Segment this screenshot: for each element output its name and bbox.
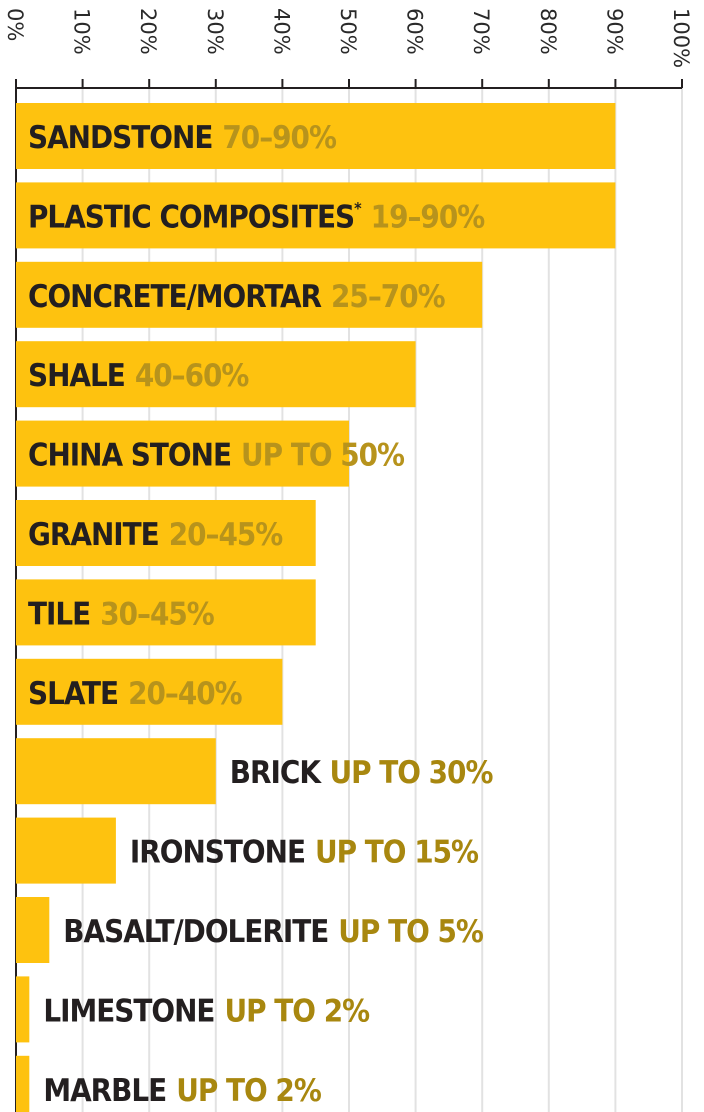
bar-range: UP TO 5%: [338, 914, 484, 950]
tick-label: 40%: [269, 8, 293, 55]
bar-range: 20–40%: [128, 676, 243, 712]
bar-name: BRICK: [230, 755, 323, 791]
gridlines: [81, 88, 683, 1112]
bar-range: UP TO 15%: [315, 835, 479, 871]
bar-name: CHINA STONE: [28, 438, 231, 474]
tick-label: 60%: [403, 8, 427, 55]
bar-label: IRONSTONE UP TO 15%: [130, 835, 479, 871]
tick-label: 10%: [70, 8, 94, 55]
bar-label: BASALT/DOLERITE UP TO 5%: [63, 914, 484, 950]
bar-range: UP TO 50%: [241, 438, 405, 474]
x-axis: 0% 10% 20% 30% 40% 50% 60% 70% 80% 90% 100%: [3, 8, 693, 1112]
bar: [16, 1055, 30, 1112]
bar: [16, 817, 116, 884]
tick-label: 70%: [469, 8, 493, 55]
tick-label: 0%: [3, 8, 27, 41]
bar: [16, 341, 416, 408]
bar-range: 70–90%: [222, 120, 337, 156]
bar: [16, 976, 30, 1043]
bar-label: SHALE 40–60%: [28, 358, 249, 394]
bar-name: PLASTIC COMPOSITES: [28, 199, 354, 235]
tick-label: 30%: [203, 8, 227, 55]
bar: [16, 897, 50, 963]
bar-name: BASALT/DOLERITE: [63, 914, 328, 950]
bar: [16, 103, 616, 169]
bar-name: SHALE: [28, 358, 125, 394]
bar: [16, 579, 316, 646]
bar-range: 40–60%: [135, 358, 250, 394]
bar-name: GRANITE: [28, 517, 159, 553]
bar-range: UP TO 30%: [329, 755, 493, 791]
asterisk: *: [354, 198, 362, 217]
bar-name: SANDSTONE: [28, 120, 212, 156]
tick-label: 90%: [602, 8, 626, 55]
bar: [16, 658, 283, 725]
tick-label: 100%: [669, 8, 693, 68]
tick-label: 20%: [136, 8, 160, 55]
bar-label: CHINA STONE UP TO 50%: [28, 438, 405, 474]
bar-name: IRONSTONE: [130, 835, 305, 871]
bar-range: UP TO 2%: [225, 993, 371, 1029]
bar-range: 30–45%: [100, 596, 215, 632]
bar-label: LIMESTONE UP TO 2%: [43, 993, 370, 1029]
bar-name: TILE: [28, 596, 90, 632]
tick-label: 50%: [336, 8, 360, 55]
bars: [16, 103, 616, 1112]
bar-label: MARBLE UP TO 2%: [43, 1073, 322, 1109]
bar: [16, 420, 349, 487]
bar-range: 19–90%: [371, 199, 486, 235]
bar-range: 20–45%: [169, 517, 284, 553]
bar-range: UP TO 2%: [176, 1073, 322, 1109]
bar-range: 25–70%: [331, 279, 446, 315]
bar-label: SLATE 20–40%: [28, 676, 243, 712]
bar-name: SLATE: [28, 676, 118, 712]
bar-name: MARBLE: [43, 1073, 166, 1109]
bar: [16, 500, 316, 566]
bar-name: LIMESTONE: [43, 993, 214, 1029]
bar-labels: SANDSTONE 70–90% PLASTIC COMPOSITES* 19–90%…: [28, 120, 494, 1109]
bar-label: CONCRETE/MORTAR 25–70%: [28, 279, 446, 315]
bar: [16, 738, 216, 805]
bar: [16, 182, 616, 249]
bar-label: GRANITE 20–45%: [28, 517, 283, 553]
bar-label: BRICK UP TO 30%: [230, 755, 494, 791]
bar: [16, 261, 483, 328]
bar-label: SANDSTONE 70–90%: [28, 120, 337, 156]
tick-label: 80%: [536, 8, 560, 55]
bar-label: TILE 30–45%: [28, 596, 215, 632]
bar-name: CONCRETE/MORTAR: [28, 279, 322, 315]
bar-label: PLASTIC COMPOSITES* 19–90%: [28, 198, 485, 235]
